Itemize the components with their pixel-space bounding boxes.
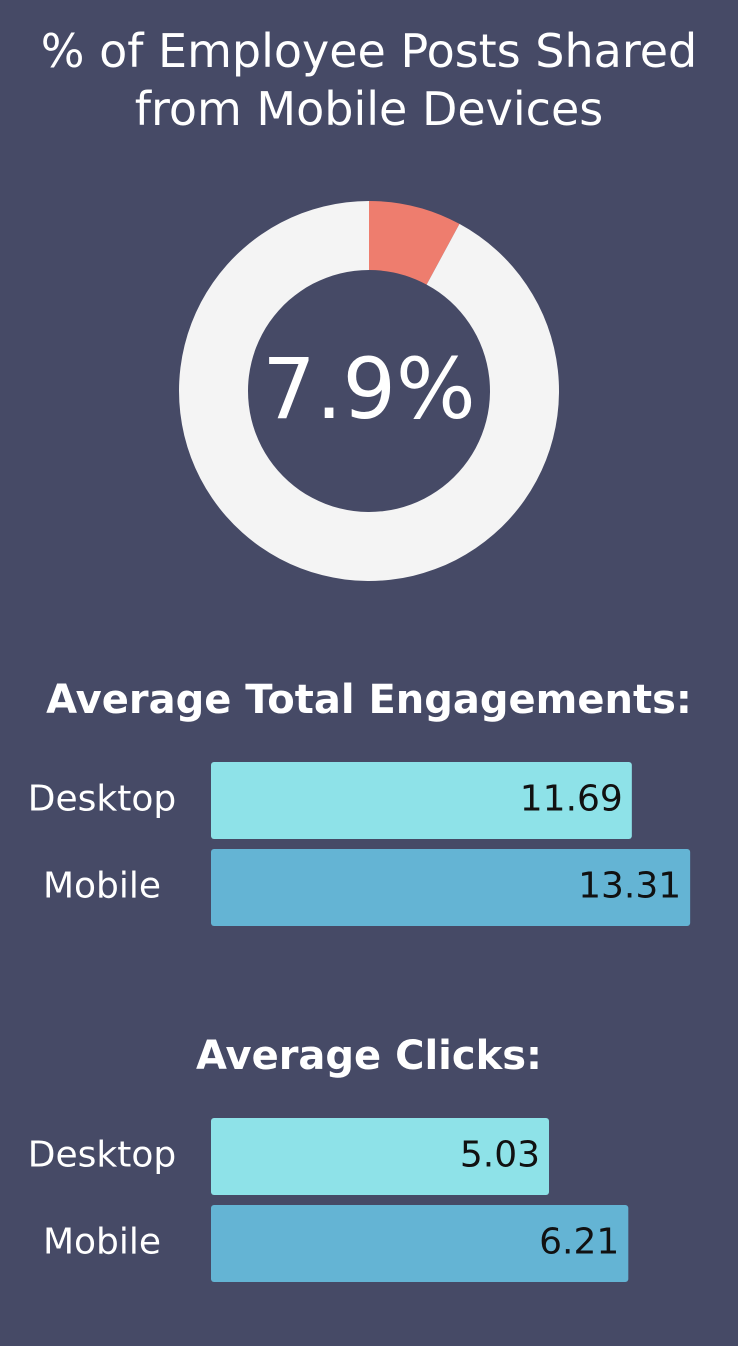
category-label: Desktop — [28, 1135, 176, 1176]
bar — [211, 849, 691, 926]
center-label: 7.9% — [262, 340, 475, 438]
donut-slice — [369, 201, 460, 285]
bar — [211, 1118, 550, 1195]
chart-title: Average Clicks: — [196, 1033, 542, 1079]
chart-title: Average Total Engagements: — [46, 677, 692, 723]
category-label: Desktop — [28, 779, 176, 820]
category-label: Mobile — [43, 1222, 161, 1263]
category-label: Mobile — [43, 866, 161, 907]
value-label: 5.03 — [460, 1135, 540, 1176]
bar — [211, 762, 632, 839]
bar — [211, 1205, 629, 1282]
value-label: 13.31 — [578, 866, 681, 907]
chart-title: % of Employee Posts Shared from Mobile D… — [40, 24, 698, 136]
value-label: 6.21 — [539, 1222, 619, 1263]
value-label: 11.69 — [520, 779, 623, 820]
donut-slice — [179, 201, 560, 582]
